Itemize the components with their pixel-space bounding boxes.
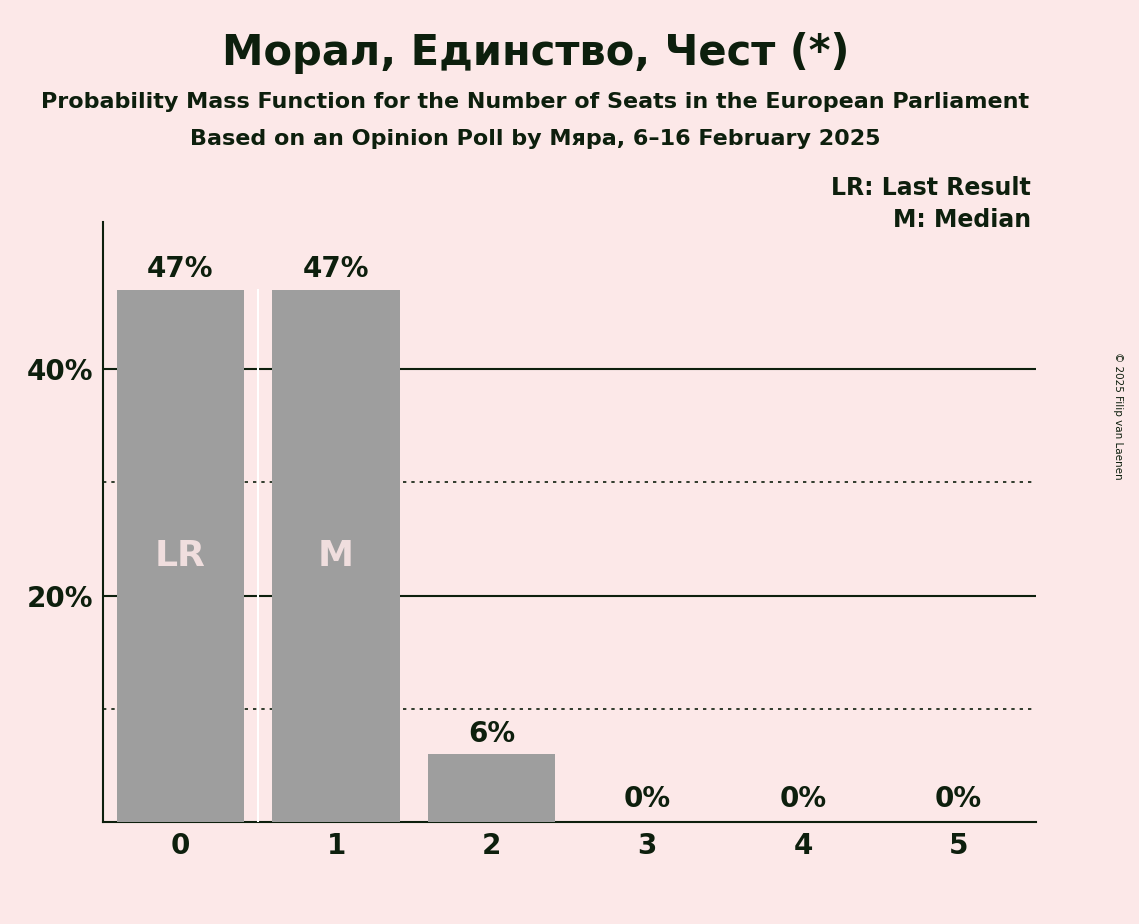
Text: Морал, Единство, Чест (*): Морал, Единство, Чест (*) (222, 32, 849, 74)
Bar (428, 754, 556, 822)
Text: LR: Last Result: LR: Last Result (831, 176, 1031, 200)
Bar (116, 290, 244, 822)
Text: 47%: 47% (303, 255, 369, 283)
Text: 0%: 0% (779, 785, 827, 813)
Text: 0%: 0% (935, 785, 982, 813)
Text: 6%: 6% (468, 720, 515, 748)
Bar (272, 290, 400, 822)
Text: M: M (318, 539, 354, 573)
Text: M: Median: M: Median (893, 208, 1031, 232)
Text: LR: LR (155, 539, 206, 573)
Text: 47%: 47% (147, 255, 214, 283)
Text: © 2025 Filip van Laenen: © 2025 Filip van Laenen (1114, 352, 1123, 480)
Text: Based on an Opinion Poll by Мяра, 6–16 February 2025: Based on an Opinion Poll by Мяра, 6–16 F… (190, 129, 880, 150)
Text: 0%: 0% (624, 785, 671, 813)
Text: Probability Mass Function for the Number of Seats in the European Parliament: Probability Mass Function for the Number… (41, 92, 1030, 113)
